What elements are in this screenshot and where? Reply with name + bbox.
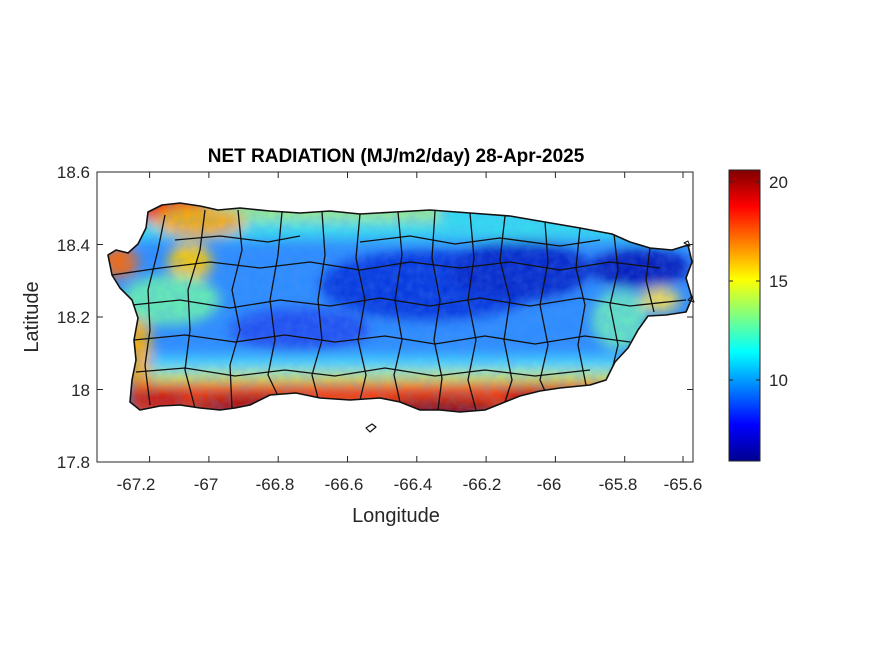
x-tick-label: -66.4 — [394, 475, 433, 494]
y-tick-label: 18.6 — [57, 163, 90, 182]
x-tick-label: -66.6 — [325, 475, 364, 494]
colorbar-tick-label: 20 — [769, 173, 788, 192]
x-tick-label: -65.8 — [599, 475, 638, 494]
colorbar-gradient — [728, 169, 761, 462]
x-tick-label: -67.2 — [117, 475, 156, 494]
colorbar-tick-label: 15 — [769, 272, 788, 291]
x-tick-label: -67 — [194, 475, 219, 494]
colorbar-tick-label: 10 — [769, 371, 788, 390]
x-axis-label: Longitude — [352, 505, 440, 527]
x-tick-label: -65.6 — [664, 475, 703, 494]
chart-title: NET RADIATION (MJ/m2/day) 28-Apr-2025 — [208, 146, 585, 167]
y-tick-label: 18 — [71, 381, 90, 400]
x-tick-label: -66.2 — [463, 475, 502, 494]
municipal-boundaries — [107, 202, 695, 433]
x-tick-label: -66 — [537, 475, 562, 494]
y-axis: 17.8 18 18.2 18.4 18.6 — [57, 163, 693, 472]
x-tick-label: -66.8 — [256, 475, 295, 494]
y-axis-label: Latitude — [21, 281, 43, 352]
x-axis: -67.2 -67 -66.8 -66.6 -66.4 -66.2 -66 -6… — [117, 172, 703, 494]
y-tick-label: 17.8 — [57, 453, 90, 472]
y-tick-label: 18.4 — [57, 236, 90, 255]
colorbar: 10 15 20 — [728, 169, 788, 462]
y-tick-label: 18.2 — [57, 308, 90, 327]
